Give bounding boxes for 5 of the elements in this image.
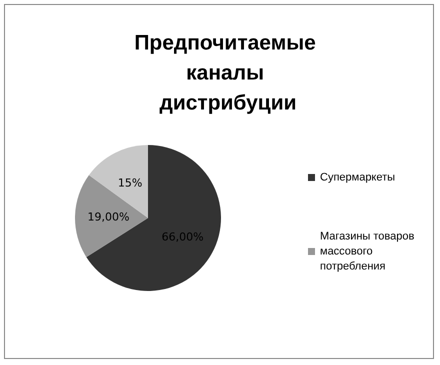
data-label: 19,00% bbox=[88, 210, 130, 224]
data-label: 15% bbox=[118, 176, 142, 190]
legend-label: Супермаркеты bbox=[320, 172, 396, 184]
chart-title: Предпочитаемые каналы дистрибуции bbox=[134, 32, 322, 114]
legend-label: Магазины товаров массового потребления bbox=[320, 230, 414, 272]
